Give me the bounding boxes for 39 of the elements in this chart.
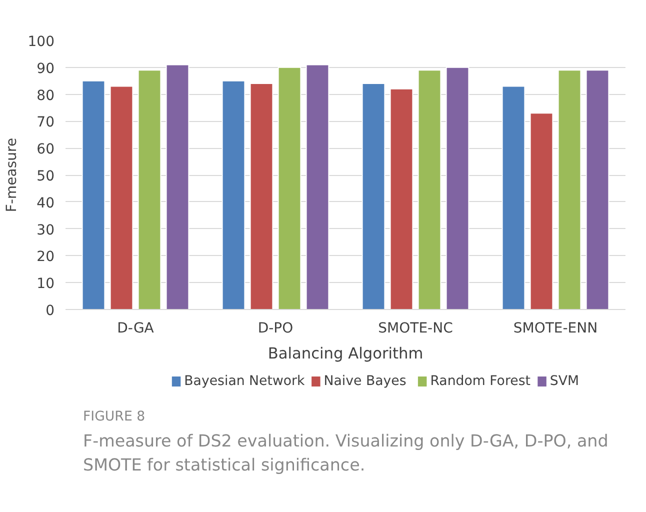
legend-label: Bayesian Network [184, 374, 305, 389]
y-tick-label: 30 [36, 222, 55, 238]
bar [502, 86, 526, 310]
bar [586, 70, 610, 310]
bar [110, 86, 134, 310]
caption: FIGURE 8 [83, 410, 146, 424]
bar [306, 64, 330, 310]
text: F-measure of DS2 evaluation. Visualizing only D-GA, D-PO, and SMOTE for statistical significance. [83, 432, 608, 474]
y-tick-label: 90 [36, 60, 55, 77]
bar [530, 112, 554, 310]
bar [138, 70, 162, 310]
y-tick-label: 10 [36, 276, 55, 292]
bar [418, 70, 442, 310]
x-tick-label: D-PO [258, 320, 294, 336]
x-axis-title: Balancing Algorithm [268, 344, 424, 362]
bar [222, 80, 246, 310]
legend-label: Random Forest [430, 374, 531, 389]
bar [166, 64, 190, 310]
y-tick-label: 20 [36, 249, 55, 266]
legend-label: Naive Bayes [324, 374, 406, 389]
y-tick-label: 100 [28, 34, 55, 50]
bar [446, 66, 470, 310]
y-tick-label: 0 [46, 303, 55, 319]
bar [558, 70, 582, 310]
x-tick-label: SMOTE-ENN [513, 320, 598, 336]
bar [362, 83, 386, 310]
bar [278, 66, 302, 310]
legend-label: SVM [550, 374, 579, 389]
bar [82, 80, 106, 310]
y-tick-label: 70 [36, 114, 55, 131]
bar [390, 88, 414, 310]
bar [250, 83, 274, 310]
y-tick-label: 80 [36, 88, 55, 104]
x-tick-label: SMOTE-NC [378, 320, 454, 336]
y-tick-label: 50 [36, 168, 55, 184]
y-tick-label: 60 [36, 142, 55, 158]
y-axis-title: F-measure [4, 138, 20, 212]
y-tick-label: 40 [36, 195, 55, 212]
x-tick-label: D-GA [117, 320, 154, 336]
